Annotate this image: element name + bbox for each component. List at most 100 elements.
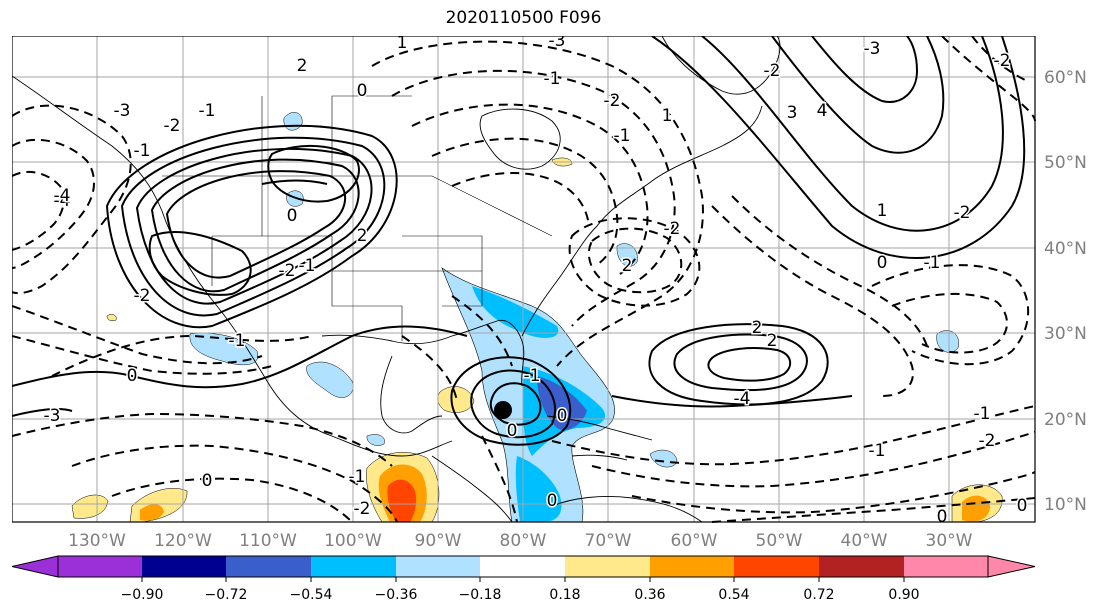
contour-label: -2 — [764, 61, 781, 81]
colorbar-segment — [58, 556, 142, 577]
map-frame — [12, 36, 1036, 523]
contour-label: 2 — [622, 256, 633, 276]
longitude-labels: 130°W 120°W 110°W 100°W 90°W 80°W 70°W 60°W 50°W… — [68, 531, 973, 551]
lon-label: 80°W — [500, 531, 547, 551]
contour-label: 0 — [127, 366, 138, 386]
atlantic-ridge — [651, 36, 1026, 260]
lon-label: 60°W — [671, 531, 718, 551]
contour-label: -2 — [979, 431, 996, 451]
contour-label: -2 — [954, 203, 971, 223]
colorbar-tick-label: −0.18 — [459, 587, 502, 603]
lon-label: 40°W — [841, 531, 888, 551]
contour-label: -1 — [544, 69, 561, 89]
colorbar-segment — [819, 556, 904, 577]
lon-label: 120°W — [154, 531, 212, 551]
contour-label: 1 — [877, 201, 888, 221]
lat-label: 10°N — [1044, 495, 1087, 515]
lon-label: 110°W — [239, 531, 297, 551]
lon-label: 50°W — [756, 531, 803, 551]
colorbar-left-arrow — [12, 555, 59, 578]
colorbar-segment — [734, 556, 819, 577]
lat-label: 20°N — [1044, 410, 1087, 430]
coastlines — [12, 36, 781, 523]
lon-label: 100°W — [324, 531, 382, 551]
lat-label: 30°N — [1044, 324, 1087, 344]
contour-label: -1 — [869, 441, 886, 461]
colorbar-tick-label: −0.90 — [121, 587, 164, 603]
contour-label: -1 — [924, 253, 941, 273]
colorbar-tick-label: −0.54 — [290, 587, 333, 603]
contour-label: -2 — [134, 286, 151, 306]
colorbar-tick-label: 0.18 — [549, 587, 580, 603]
lat-label: 60°N — [1044, 68, 1087, 88]
subtropical-high — [648, 323, 829, 406]
contour-label: 4 — [817, 101, 828, 121]
colorbar-tick-label: 0.72 — [803, 587, 834, 603]
colorbar-segment — [226, 556, 311, 577]
contour-label: 1 — [397, 36, 408, 53]
contour-label: -2 — [664, 219, 681, 239]
contour-label: -1 — [299, 256, 316, 276]
lat-lon-grid — [12, 36, 1035, 522]
lon-label: 90°W — [415, 531, 462, 551]
contour-label: 0 — [507, 421, 518, 441]
contour-label: -2 — [994, 51, 1011, 71]
contour-label: 2 — [297, 56, 308, 76]
colorbar-segment — [904, 556, 988, 577]
contour-label: 2 — [357, 226, 368, 246]
contour-label: -4 — [54, 186, 71, 206]
contour-label: -1 — [614, 126, 631, 146]
dashed-contours — [12, 36, 1036, 523]
contour-label: 2 — [767, 331, 778, 351]
contour-label: -3 — [114, 101, 131, 121]
colorbar: −0.90 −0.72 −0.54 −0.36 −0.18 0.18 0.36 0.54 0.7… — [12, 555, 1036, 603]
colorbar-segment — [480, 556, 565, 577]
storm-center-marker — [494, 401, 512, 419]
contour-label: -1 — [349, 467, 366, 487]
colorbar-tick-label: 0.54 — [718, 587, 749, 603]
colorbar-right-arrow — [987, 555, 1036, 578]
colorbar-segment — [311, 556, 396, 577]
colorbar-segment — [396, 556, 480, 577]
contour-label: -4 — [734, 389, 751, 409]
contour-label: 0 — [202, 471, 213, 491]
colorbar-tick-label: −0.72 — [205, 587, 248, 603]
contour-label: -2 — [164, 116, 181, 136]
contour-label: -2 — [604, 91, 621, 111]
colorbar-tick-label: 0.36 — [634, 587, 665, 603]
lon-label: 70°W — [585, 531, 632, 551]
contour-label: 1 — [662, 106, 673, 126]
colorbar-tick-label: 0.90 — [888, 587, 919, 603]
lon-label: 30°W — [926, 531, 973, 551]
lat-label: 40°N — [1044, 239, 1087, 259]
contour-label: -1 — [199, 101, 216, 121]
contour-label: -3 — [864, 39, 881, 59]
contours — [12, 36, 1026, 446]
ridge-contours — [105, 124, 398, 329]
colorbar-segment — [142, 556, 226, 577]
contour-label: 0 — [877, 253, 888, 273]
colorbar-tick-label: −0.36 — [375, 587, 418, 603]
contour-label: -3 — [549, 36, 566, 51]
colorbar-frame — [57, 555, 989, 578]
contour-label: 2 — [752, 318, 763, 338]
contour-label: 3 — [787, 103, 798, 123]
contour-label: 0 — [1017, 496, 1028, 516]
contour-label: 0 — [937, 507, 948, 527]
contour-label: 0 — [547, 491, 558, 511]
latitude-labels: 60°N 50°N 40°N 30°N 20°N 10°N — [1044, 68, 1087, 515]
contour-label: -1 — [524, 366, 541, 386]
contour-label: 0 — [287, 206, 298, 226]
contour-label: 0 — [557, 406, 568, 426]
contour-label: -2 — [279, 261, 296, 281]
contour-label: -1 — [134, 141, 151, 161]
lon-label: 130°W — [68, 531, 126, 551]
contour-label: -4 — [54, 191, 71, 211]
contour-label: -3 — [44, 406, 61, 426]
contour-label: -1 — [229, 331, 246, 351]
colorbar-segment — [565, 556, 650, 577]
contour-label: 0 — [357, 81, 368, 101]
